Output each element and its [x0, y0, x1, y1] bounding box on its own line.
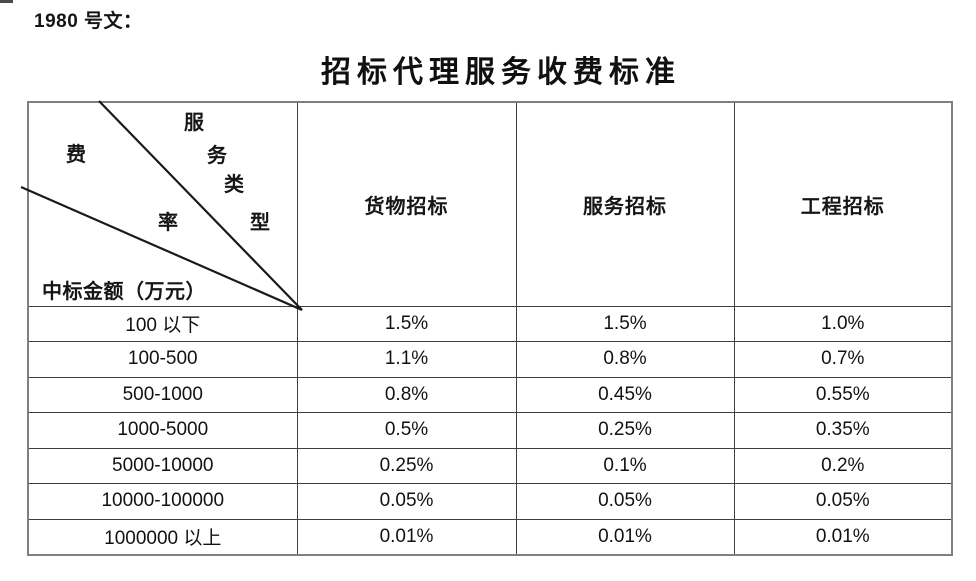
rate-value-cell: 0.55% [733, 376, 953, 413]
amount-range-cell: 1000-5000 [27, 412, 298, 449]
rate-value-cell: 0.25% [296, 447, 517, 484]
rate-value-cell: 0.01% [733, 518, 953, 555]
fee-table-container: 服 务 类 型 费 率 中标金额（万元） 货物招标 服务招标 工程招标 100 … [20, 100, 953, 556]
rate-value-cell: 1.5% [515, 305, 735, 342]
table-row: 5000-10000 0.25% 0.1% 0.2% [27, 447, 953, 484]
corner-label-service-char: 服 [184, 112, 204, 134]
rate-value-cell: 0.8% [296, 376, 517, 413]
diagonal-divider-lines [20, 100, 303, 312]
screen-edge-artifact [0, 0, 13, 3]
rate-value-cell: 0.7% [733, 341, 953, 378]
column-header-service: 服务招标 [515, 101, 735, 307]
column-header-goods: 货物招标 [296, 101, 517, 307]
rate-value-cell: 0.01% [296, 518, 517, 555]
table-row: 1000-5000 0.5% 0.25% 0.35% [27, 412, 953, 449]
amount-range-cell: 100-500 [27, 341, 298, 378]
rate-value-cell: 0.05% [733, 483, 953, 520]
column-header-engineering: 工程招标 [733, 101, 953, 307]
rate-value-cell: 0.35% [733, 412, 953, 449]
fee-table: 服 务 类 型 费 率 中标金额（万元） 货物招标 服务招标 工程招标 100 … [20, 100, 953, 556]
corner-label-rate-char: 率 [158, 212, 178, 234]
table-row: 100-500 1.1% 0.8% 0.7% [27, 341, 953, 378]
diagonal-corner-cell: 服 务 类 型 费 率 中标金额（万元） [20, 100, 303, 312]
rate-value-cell: 0.25% [515, 412, 735, 449]
rate-value-cell: 1.0% [733, 305, 953, 342]
table-row: 1000000 以上 0.01% 0.01% 0.01% [27, 518, 953, 555]
rate-value-cell: 1.1% [296, 341, 517, 378]
corner-label-amount: 中标金额（万元） [42, 281, 206, 303]
corner-label-service-char: 务 [207, 145, 227, 167]
table-row: 500-1000 0.8% 0.45% 0.55% [27, 376, 953, 413]
amount-range-cell: 100 以下 [27, 305, 298, 342]
rate-value-cell: 0.05% [515, 483, 735, 520]
page-title: 招标代理服务收费标准 [321, 56, 681, 89]
table-row: 100 以下 1.5% 1.5% 1.0% [27, 305, 953, 342]
rate-value-cell: 1.5% [296, 305, 517, 342]
amount-range-cell: 1000000 以上 [27, 518, 298, 555]
amount-range-cell: 500-1000 [27, 376, 298, 413]
rate-value-cell: 0.1% [515, 447, 735, 484]
rate-value-cell: 0.45% [515, 376, 735, 413]
table-header-row: 服 务 类 型 费 率 中标金额（万元） 货物招标 服务招标 工程招标 [20, 100, 953, 312]
doc-reference: 1980 号文： [34, 11, 143, 32]
rate-value-cell: 0.8% [515, 341, 735, 378]
corner-label-fee-char: 费 [66, 144, 86, 166]
corner-label-service-char: 类 [224, 174, 244, 196]
rate-value-cell: 0.5% [296, 412, 517, 449]
rate-value-cell: 0.2% [733, 447, 953, 484]
rate-value-cell: 0.01% [515, 518, 735, 555]
amount-range-cell: 5000-10000 [27, 447, 298, 484]
rate-value-cell: 0.05% [296, 483, 517, 520]
corner-label-service-char: 型 [250, 212, 270, 234]
table-row: 10000-100000 0.05% 0.05% 0.05% [27, 483, 953, 520]
amount-range-cell: 10000-100000 [27, 483, 298, 520]
fee-table-body: 100 以下 1.5% 1.5% 1.0% 100-500 1.1% 0.8% 0.7% 500… [27, 305, 953, 555]
